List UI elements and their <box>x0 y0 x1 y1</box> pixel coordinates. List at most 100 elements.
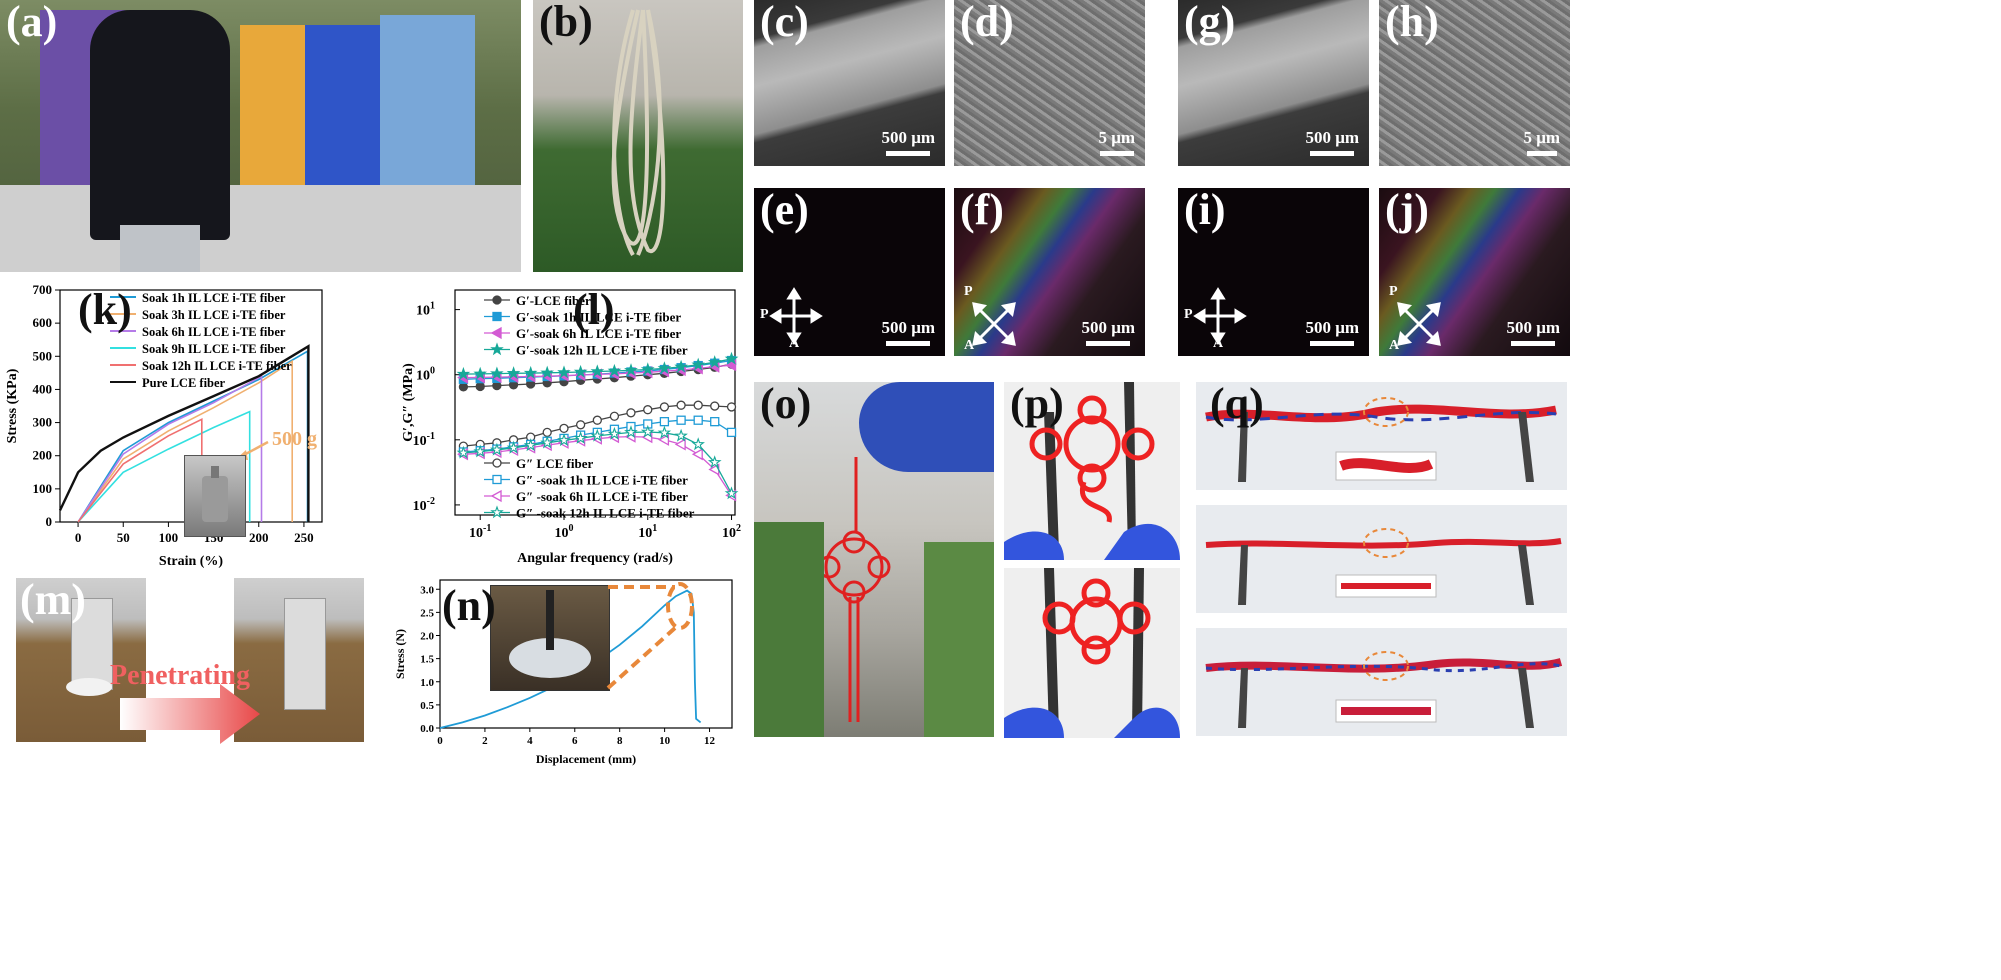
chart-l-point <box>624 363 638 377</box>
chart-n-xtick-label: 10 <box>659 735 671 747</box>
panel-h-sem: (h) 5 μm <box>1379 0 1570 166</box>
chart-l-legend-marker <box>490 342 504 356</box>
chart-l-point <box>693 400 703 410</box>
polarizer-cross-j: P A <box>1389 284 1449 354</box>
chart-k-xtick-label: 50 <box>117 530 130 545</box>
chart-k-series-line <box>77 359 294 523</box>
chart-l-legend-marker <box>490 489 502 503</box>
panel-label-e: (e) <box>760 188 809 234</box>
chart-l-point <box>710 401 720 411</box>
panel-label-l: (l) <box>573 285 615 334</box>
panel-d-sem: (d) 5 μm <box>954 0 1145 166</box>
panel-f-pom: (f) P A 500 μm <box>954 188 1145 356</box>
sign-base <box>0 185 521 272</box>
chart-l-point <box>724 486 739 500</box>
chart-l-legend-label: G″ -soak 6h IL LCE i-TE fiber <box>516 489 688 504</box>
panel-label-m: (m) <box>20 575 86 624</box>
chart-l-point <box>676 400 686 410</box>
chart-l-point <box>691 448 703 461</box>
braided-fiber-3 <box>1205 651 1563 728</box>
chart-l-point <box>707 355 722 369</box>
chart-n-xtick-label: 12 <box>704 735 716 747</box>
chart-k-ytick-label: 600 <box>33 315 53 330</box>
chart-l-point <box>674 428 688 442</box>
chart-l-point <box>657 425 672 439</box>
chart-l-point <box>573 431 588 444</box>
chart-k-ytick-label: 200 <box>33 448 53 463</box>
chart-k-legend-label: Soak 3h IL LCE i-TE fiber <box>142 308 286 322</box>
panel-b-photo: (b) <box>533 0 743 272</box>
chart-l-legend-label: G″ -soak 1h IL LCE i-TE fiber <box>516 473 688 488</box>
chart-l-legend-marker <box>490 326 502 340</box>
chart-n-ytick-label: 1.0 <box>420 677 434 689</box>
chart-l-point <box>707 455 722 469</box>
chart-k-ytick-label: 700 <box>33 282 53 297</box>
panel-label-f: (f) <box>960 188 1004 234</box>
chart-l-point <box>626 408 636 418</box>
panel-c-sem: (c) 500 μm <box>754 0 945 166</box>
polarizer-a-e: A <box>789 336 800 351</box>
chart-n-ylabel: Stress (N) <box>393 629 407 679</box>
panel-label-j: (j) <box>1385 188 1429 234</box>
chart-k-legend-label: Soak 12h IL LCE i-TE fiber <box>142 359 292 373</box>
penetrating-label: Penetrating <box>110 660 250 691</box>
chart-l-point <box>473 366 488 380</box>
panel-label-k: (k) <box>78 285 132 334</box>
chart-k-ytick-label: 500 <box>33 348 53 363</box>
panel-e-pom: (e) P A 500 μm <box>754 188 945 356</box>
panel-label-o: (o) <box>760 382 812 428</box>
chart-n-ytick-label: 0.0 <box>420 723 434 735</box>
chart-n-xtick-label: 2 <box>482 735 488 747</box>
chart-l-point <box>456 445 471 459</box>
chart-l-point <box>659 402 670 412</box>
chart-l-xtick-label: 100 <box>554 523 573 541</box>
chart-l-point <box>473 444 488 458</box>
panel-o-photo: (o) <box>754 382 994 737</box>
chart-l-point <box>674 359 688 373</box>
chart-l-point <box>506 440 521 454</box>
chart-l-ytick-label: 100 <box>416 366 435 384</box>
chart-k-ytick-label: 300 <box>33 415 53 430</box>
knot-in-tweezers-bottom <box>1004 568 1180 738</box>
chart-k-ylabel: Stress (KPa) <box>5 368 20 443</box>
panel-g-sem: (g) 500 μm <box>1178 0 1369 166</box>
chart-l-legend-marker <box>492 474 502 485</box>
chart-l-point <box>475 381 485 392</box>
chart-l-point <box>607 426 622 440</box>
chart-l-point <box>658 433 670 446</box>
panel-j-pom: (j) P A 500 μm <box>1379 188 1570 356</box>
chart-n-xtick-label: 6 <box>572 735 578 747</box>
chart-l-legend-label: G′-soak 12h IL LCE i-TE fiber <box>516 343 688 358</box>
chart-k-legend-label: Soak 6h IL LCE i-TE fiber <box>142 325 286 339</box>
panel-label-c: (c) <box>760 0 809 46</box>
polarizer-p-i: P <box>1184 307 1193 322</box>
chart-k-legend-label: Pure LCE fiber <box>142 376 226 390</box>
chart-l-point <box>523 438 538 452</box>
chart-l-xtick-label: 102 <box>722 523 741 541</box>
chart-l-point <box>657 361 672 375</box>
chart-k-ytick-label: 400 <box>33 381 53 396</box>
braided-fiber-1 <box>1205 397 1557 482</box>
polarizer-cross-i: P A <box>1184 286 1248 351</box>
chart-l-point <box>592 415 602 425</box>
polarizer-a-i: A <box>1213 336 1224 351</box>
chart-k-xtick-label: 200 <box>249 530 269 545</box>
chart-l-point <box>640 362 655 376</box>
chart-k-xtick-label: 100 <box>159 530 179 545</box>
chart-l-legend-marker <box>490 505 504 519</box>
chart-n-ytick-label: 0.5 <box>420 700 434 712</box>
chart-k-series-line <box>58 344 310 522</box>
chart-l-point <box>643 405 653 415</box>
chart-l-point <box>710 417 720 427</box>
chart-l-xlabel: Angular frequency (rad/s) <box>517 551 673 566</box>
chart-l-legend-marker <box>492 295 502 305</box>
chart-l-legend-label: G′-soak 6h IL LCE i-TE fiber <box>516 326 681 341</box>
chart-l-legend-marker <box>492 311 502 322</box>
chart-l-point <box>676 415 686 425</box>
chart-k-series-line <box>77 410 251 523</box>
polarizer-cross-e: P A <box>760 286 824 351</box>
penetrating-arrow <box>120 684 260 744</box>
panel-label-h: (h) <box>1385 0 1439 46</box>
chart-k-xlabel: Strain (%) <box>159 554 224 569</box>
polarizer-a-j: A <box>1389 338 1400 353</box>
